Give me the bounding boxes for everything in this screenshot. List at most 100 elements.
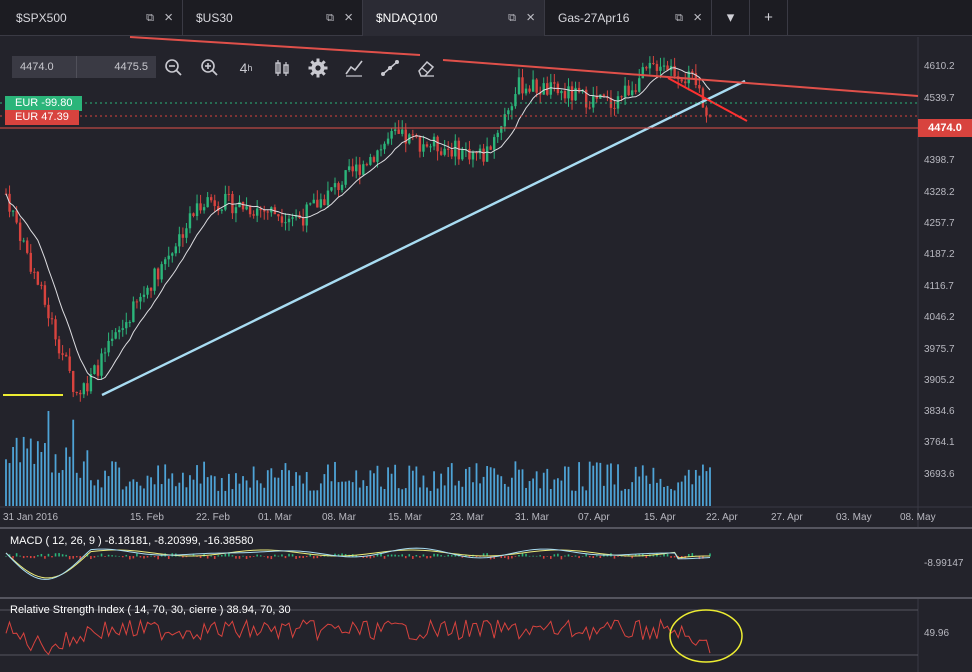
caret-down-icon[interactable]: ▾ [712,0,750,36]
candle-body [436,136,439,152]
macd-histogram-bar [97,555,99,557]
macd-histogram-bar [298,556,301,559]
macd-histogram-bar [380,553,382,557]
tab-spx500[interactable]: $SPX500 ⧉ × [3,0,183,36]
candle-body [227,193,231,195]
candle-body [351,166,354,172]
close-icon[interactable]: × [526,9,535,26]
volume-bar [75,472,78,506]
candle-body [195,203,199,217]
candlestick-icon[interactable] [270,56,294,80]
drawing-icon[interactable] [378,56,402,80]
zoom-in-icon[interactable] [198,56,222,80]
close-icon[interactable]: × [344,9,353,26]
volume-bar [319,483,322,506]
macd-histogram-bar [507,556,510,560]
volume-bar [585,490,588,506]
candle-body [422,144,425,152]
popout-icon[interactable]: ⧉ [675,12,683,24]
gear-icon[interactable] [306,56,330,80]
volume-bar [687,469,690,506]
candle-body [312,199,315,204]
macd-histogram-bar [231,555,234,557]
macd-histogram-bar [252,556,255,557]
candle-body [333,183,337,188]
macd-histogram-bar [426,556,428,559]
macd-histogram-bar [702,556,704,559]
volume-bar [525,487,527,506]
zoom-out-icon[interactable] [162,56,186,80]
tab-us30[interactable]: $US30 ⧉ × [183,0,363,36]
price-axis-label: 4257.7 [924,218,955,229]
candle-body [485,146,489,162]
position-tag-eur-loss[interactable]: EUR -99.80 [5,96,83,111]
candle-body [355,164,358,172]
macd-histogram-bar [578,556,580,559]
macd-histogram-bar [401,554,404,557]
tab-gas-27apr16[interactable]: Gas-27Apr16 ⧉ × [545,0,712,36]
popout-icon[interactable]: ⧉ [326,12,334,24]
candle-body [330,187,333,191]
volume-bar [323,474,326,506]
date-axis-label: 22. Feb [196,512,230,523]
volume-bar [606,464,609,506]
candle-body [627,85,630,96]
volume-bar [500,476,503,506]
close-icon[interactable]: × [164,9,173,26]
volume-bar [139,485,142,506]
candle-body [33,271,36,273]
volume-bar [284,463,287,506]
resistance-trendline [129,36,421,56]
close-icon[interactable]: × [693,9,702,26]
macd-histogram-bar [443,555,446,557]
macd-histogram-bar [574,555,577,557]
candle-body [567,86,570,99]
macd-histogram-bar [627,554,630,557]
macd-histogram-bar [550,556,552,559]
macd-histogram-bar [182,556,184,558]
candle-body [64,354,68,357]
macd-histogram-bar [312,556,315,559]
indicators-icon[interactable] [342,56,366,80]
candle-body [673,65,676,77]
candle-body [213,200,216,207]
candle-body [553,82,556,84]
macd-histogram-bar [217,555,220,557]
position-tag-eur-gain[interactable]: EUR 47.39 [5,110,79,125]
volume-bar [602,485,605,506]
volume-bar [617,464,619,506]
macd-histogram-bar [249,556,251,558]
macd-histogram-bar [698,556,701,560]
eraser-icon[interactable] [414,56,438,80]
popout-icon[interactable]: ⧉ [508,12,516,24]
popout-icon[interactable]: ⧉ [146,12,154,24]
candle-body [171,253,174,256]
candle-body [652,62,655,65]
candle-body [503,114,507,127]
plus-icon[interactable]: + [750,0,788,36]
volume-bar [291,485,294,506]
candle-body [698,85,701,89]
macd-histogram-bar [362,556,365,558]
candle-body [365,164,369,166]
macd-histogram-bar [242,555,244,557]
bid-price[interactable]: 4474.0 [12,56,76,78]
volume-bar [125,486,128,506]
macd-histogram-bar [305,556,308,558]
tab-ndaq100[interactable]: $NDAQ100 ⧉ × [363,0,545,36]
candle-body [684,81,687,84]
price-axis-label: 4610.2 [924,61,955,72]
volume-bar [178,482,181,506]
volume-bar [235,473,237,506]
ask-price[interactable]: 4475.5 [76,56,156,78]
volume-bar [404,488,407,506]
price-panel [0,37,918,507]
candle-body [291,217,294,219]
macd-histogram-bar [121,556,124,558]
period-icon[interactable]: 4h [239,60,253,76]
macd-histogram-bar [143,556,145,559]
volume-bar [553,479,556,506]
candle-body [439,151,443,155]
candle-body [687,71,690,84]
